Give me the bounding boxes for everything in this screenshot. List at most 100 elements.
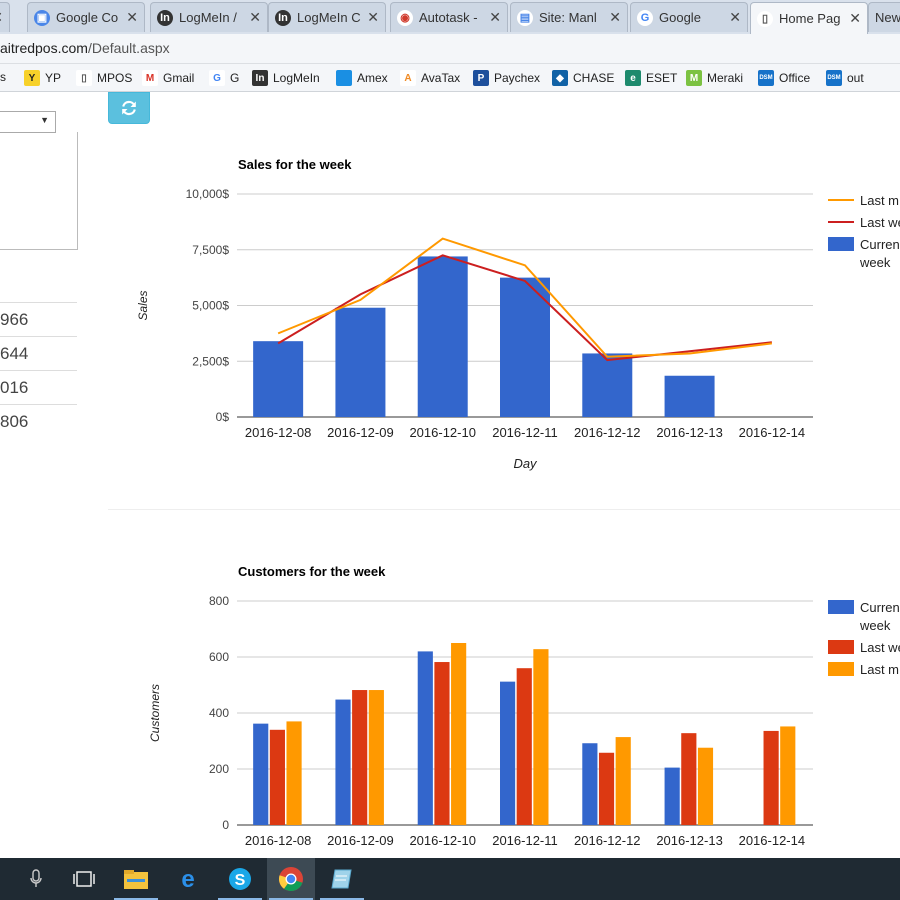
x-tick-label: 2016-12-11 bbox=[492, 833, 558, 848]
url-path: /Default.aspx bbox=[87, 40, 170, 56]
legend-label-line: Last we bbox=[860, 215, 900, 230]
bookmark-label: rs bbox=[0, 70, 6, 84]
tab-5[interactable]: ▤ Site: Manl ✕ bbox=[510, 2, 628, 32]
tab-label: LogMeIn / bbox=[179, 10, 237, 25]
bookmark-item[interactable]: Y YP bbox=[24, 70, 61, 86]
tab-0[interactable]: ✕ bbox=[0, 2, 10, 32]
y-tick-label: 0$ bbox=[216, 410, 230, 424]
notepad-icon[interactable] bbox=[318, 858, 366, 900]
tab-label: LogMeIn C bbox=[297, 10, 361, 25]
bookmark-item[interactable]: P Paychex bbox=[473, 70, 540, 86]
legend-label-line: Last m bbox=[860, 193, 899, 208]
bookmark-item[interactable]: M Meraki bbox=[686, 70, 743, 86]
address-bar[interactable]: aitredpos.com/Default.aspx bbox=[0, 34, 900, 64]
edge-icon[interactable]: e bbox=[164, 858, 212, 900]
x-tick-label: 2016-12-13 bbox=[656, 833, 723, 848]
bookmark-item[interactable]: In LogMeIn bbox=[252, 70, 320, 86]
microphone-icon[interactable] bbox=[12, 858, 60, 900]
sales-chart: Sales for the week 0$ 2,500$ 5,000$ 7,500$ 10… bbox=[0, 144, 900, 484]
avatax-icon: A bbox=[400, 70, 416, 86]
tab-7[interactable]: ▯ Home Pag ✕ bbox=[750, 2, 868, 34]
bookmark-label: Office bbox=[779, 71, 811, 85]
yp-icon: Y bbox=[24, 70, 40, 86]
legend-label: Last we bbox=[860, 640, 900, 655]
tab-3[interactable]: In LogMeIn C ✕ bbox=[268, 2, 386, 32]
bookmark-item[interactable]: ▯ MPOS bbox=[76, 70, 132, 86]
tab-4[interactable]: ◉ Autotask - ✕ bbox=[390, 2, 508, 32]
close-icon[interactable]: ✕ bbox=[126, 9, 138, 25]
bookmark-item[interactable]: rs bbox=[0, 70, 6, 84]
bookmark-item[interactable]: Amex bbox=[336, 70, 388, 86]
file-explorer-icon[interactable] bbox=[112, 858, 160, 900]
close-icon[interactable]: ✕ bbox=[849, 10, 861, 26]
tab-6[interactable]: G Google ✕ bbox=[630, 2, 748, 32]
legend-swatch bbox=[828, 237, 854, 251]
tab-8[interactable]: New bbox=[868, 2, 900, 32]
tab-2[interactable]: In LogMeIn / ✕ bbox=[150, 2, 268, 32]
bookmark-item[interactable]: e ESET bbox=[625, 70, 677, 86]
bookmark-label: G bbox=[230, 71, 240, 85]
chevron-down-icon: ▼ bbox=[40, 115, 49, 125]
tab-label: Site: Manl bbox=[539, 10, 597, 25]
tab-label: Google bbox=[659, 10, 701, 25]
bar-1 bbox=[352, 690, 368, 825]
close-icon[interactable]: ✕ bbox=[489, 9, 501, 25]
x-tick-label: 2016-12-14 bbox=[739, 833, 806, 848]
page-icon: ▯ bbox=[757, 10, 773, 27]
tab-label: New bbox=[875, 10, 900, 25]
svg-text:S: S bbox=[235, 872, 246, 889]
bar-0 bbox=[664, 767, 680, 825]
bar-1 bbox=[269, 729, 285, 825]
active-indicator bbox=[269, 898, 313, 900]
bookmark-label: Gmail bbox=[163, 71, 195, 85]
bar-0 bbox=[582, 743, 598, 825]
page-content: ▼ 966 644 016 806 Sales for the week 0$ 2,… bbox=[0, 92, 900, 858]
close-icon[interactable]: ✕ bbox=[0, 9, 3, 26]
bar-0 bbox=[500, 277, 550, 417]
bookmark-item[interactable]: DSM out bbox=[826, 70, 864, 86]
bookmark-item[interactable]: M Gmail bbox=[142, 70, 194, 86]
active-indicator bbox=[320, 898, 364, 900]
close-icon[interactable]: ✕ bbox=[367, 9, 379, 25]
legend-label-line: Curren bbox=[860, 600, 900, 615]
legend-label-line: Curren bbox=[860, 237, 900, 252]
site-icon: ▤ bbox=[517, 9, 533, 26]
store-select[interactable]: ▼ bbox=[0, 111, 56, 133]
bookmark-label: Paychex bbox=[494, 71, 541, 85]
tab-1[interactable]: ▣ Google Co ✕ bbox=[27, 2, 145, 32]
bookmark-item[interactable]: DSM Office bbox=[758, 70, 810, 86]
url-text[interactable]: aitredpos.com/Default.aspx bbox=[0, 40, 170, 56]
skype-icon[interactable]: S bbox=[216, 858, 264, 900]
bar-0 bbox=[417, 256, 468, 417]
chrome-icon[interactable] bbox=[267, 858, 315, 900]
bar-0 bbox=[417, 651, 433, 825]
tab-label: Google Co bbox=[56, 10, 119, 25]
refresh-button[interactable] bbox=[108, 92, 150, 124]
task-view-icon[interactable] bbox=[60, 858, 108, 900]
legend-label: Last m bbox=[860, 193, 899, 208]
close-icon[interactable]: ✕ bbox=[729, 9, 741, 25]
legend-label-line: week bbox=[859, 255, 891, 270]
close-icon[interactable]: ✕ bbox=[249, 9, 261, 25]
x-tick-label: 2016-12-08 bbox=[245, 833, 312, 848]
legend-label-line: week bbox=[859, 618, 891, 633]
bookmark-label: AvaTax bbox=[421, 71, 461, 85]
autotask-icon: ◉ bbox=[397, 9, 413, 26]
bookmark-label: ESET bbox=[646, 71, 678, 85]
bar-1 bbox=[434, 662, 450, 825]
refresh-icon bbox=[122, 100, 136, 116]
bar-2 bbox=[451, 643, 467, 825]
legend-label: Last m bbox=[860, 662, 899, 677]
bookmark-label: MPOS bbox=[97, 71, 133, 85]
x-tick-label: 2016-12-12 bbox=[574, 425, 641, 440]
bookmark-item[interactable]: ◆ CHASE bbox=[552, 70, 614, 86]
bookmark-label: YP bbox=[45, 71, 62, 85]
bookmark-item[interactable]: A AvaTax bbox=[400, 70, 460, 86]
side-panel bbox=[0, 132, 78, 250]
x-tick-label: 2016-12-14 bbox=[739, 425, 806, 440]
legend-label-line: Last we bbox=[860, 640, 900, 655]
close-icon[interactable]: ✕ bbox=[609, 9, 621, 25]
page-icon: ▯ bbox=[76, 70, 92, 86]
bar-2 bbox=[615, 737, 631, 825]
